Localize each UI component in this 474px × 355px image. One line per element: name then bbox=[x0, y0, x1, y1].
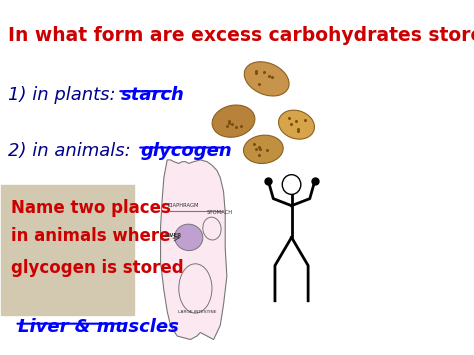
Ellipse shape bbox=[244, 62, 289, 96]
Text: in animals where: in animals where bbox=[11, 227, 171, 245]
Text: glycogen: glycogen bbox=[141, 142, 232, 160]
Ellipse shape bbox=[174, 224, 203, 251]
Ellipse shape bbox=[244, 135, 283, 164]
Text: LIVER: LIVER bbox=[164, 233, 182, 238]
Text: LARGE INTESTINE: LARGE INTESTINE bbox=[178, 310, 216, 314]
FancyBboxPatch shape bbox=[1, 185, 134, 315]
Ellipse shape bbox=[203, 217, 221, 240]
Text: DIAPHRAGM: DIAPHRAGM bbox=[167, 203, 199, 208]
Text: In what form are excess carbohydrates stored?: In what form are excess carbohydrates st… bbox=[8, 26, 474, 45]
Text: 2) in animals:: 2) in animals: bbox=[8, 142, 148, 160]
Ellipse shape bbox=[179, 264, 212, 313]
Text: Liver & muscles: Liver & muscles bbox=[18, 318, 179, 337]
Text: STOMACH: STOMACH bbox=[206, 211, 232, 215]
Polygon shape bbox=[161, 160, 227, 339]
Ellipse shape bbox=[279, 110, 314, 139]
Ellipse shape bbox=[212, 105, 255, 137]
Text: Name two places: Name two places bbox=[11, 199, 171, 217]
Circle shape bbox=[282, 175, 301, 195]
Text: glycogen is stored.: glycogen is stored. bbox=[11, 258, 191, 277]
Text: 1) in plants:: 1) in plants: bbox=[8, 86, 127, 104]
Text: starch: starch bbox=[121, 86, 185, 104]
